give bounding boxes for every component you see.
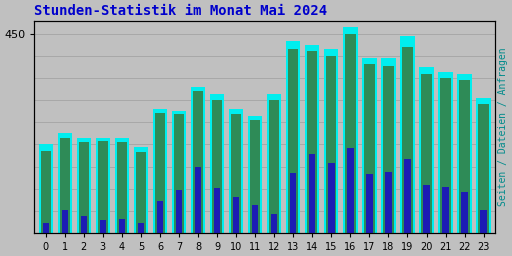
Bar [119, 219, 125, 233]
Bar [461, 192, 468, 233]
Bar [442, 187, 449, 233]
Bar [80, 216, 87, 233]
Bar [400, 36, 415, 233]
Bar [286, 41, 301, 233]
Bar [210, 94, 224, 233]
Bar [324, 49, 338, 233]
Bar [77, 138, 91, 233]
Bar [345, 34, 355, 233]
Bar [383, 66, 394, 233]
Bar [419, 67, 434, 233]
Bar [381, 58, 396, 233]
Bar [233, 197, 239, 233]
Bar [477, 98, 491, 233]
Bar [362, 58, 376, 233]
Bar [402, 47, 413, 233]
Bar [343, 27, 357, 233]
Bar [271, 214, 278, 233]
Bar [138, 223, 144, 233]
Bar [174, 114, 184, 233]
Bar [191, 87, 205, 233]
Bar [229, 109, 243, 233]
Bar [40, 151, 51, 233]
Bar [115, 138, 129, 233]
Bar [309, 154, 315, 233]
Bar [440, 78, 451, 233]
Bar [134, 147, 148, 233]
Bar [457, 74, 472, 233]
Bar [42, 223, 49, 233]
Bar [267, 94, 282, 233]
Bar [117, 142, 127, 233]
Bar [404, 158, 411, 233]
Bar [155, 113, 165, 233]
Bar [231, 114, 241, 233]
Bar [328, 163, 334, 233]
Bar [59, 138, 70, 233]
Bar [100, 220, 106, 233]
Bar [153, 109, 167, 233]
Bar [366, 174, 373, 233]
Bar [195, 167, 201, 233]
Bar [250, 120, 260, 233]
Bar [157, 201, 163, 233]
Bar [480, 210, 487, 233]
Text: Stunden-Statistik im Monat Mai 2024: Stunden-Statistik im Monat Mai 2024 [34, 4, 328, 18]
Bar [193, 91, 203, 233]
Bar [176, 189, 182, 233]
Bar [58, 133, 72, 233]
Bar [385, 172, 392, 233]
Bar [38, 144, 53, 233]
Bar [98, 141, 108, 233]
Bar [479, 104, 489, 233]
Bar [438, 71, 453, 233]
Bar [459, 80, 470, 233]
Bar [61, 210, 68, 233]
Bar [288, 49, 298, 233]
Bar [347, 147, 354, 233]
Bar [79, 142, 89, 233]
Bar [252, 205, 259, 233]
Bar [305, 45, 319, 233]
Bar [269, 100, 280, 233]
Bar [423, 185, 430, 233]
Bar [172, 111, 186, 233]
Bar [307, 51, 317, 233]
Bar [326, 56, 336, 233]
Bar [364, 64, 375, 233]
Bar [421, 74, 432, 233]
Y-axis label: Seiten / Dateien / Anfragen: Seiten / Dateien / Anfragen [498, 47, 508, 206]
Bar [96, 138, 110, 233]
Bar [136, 152, 146, 233]
Bar [290, 173, 296, 233]
Bar [214, 188, 220, 233]
Bar [248, 116, 262, 233]
Bar [212, 100, 222, 233]
